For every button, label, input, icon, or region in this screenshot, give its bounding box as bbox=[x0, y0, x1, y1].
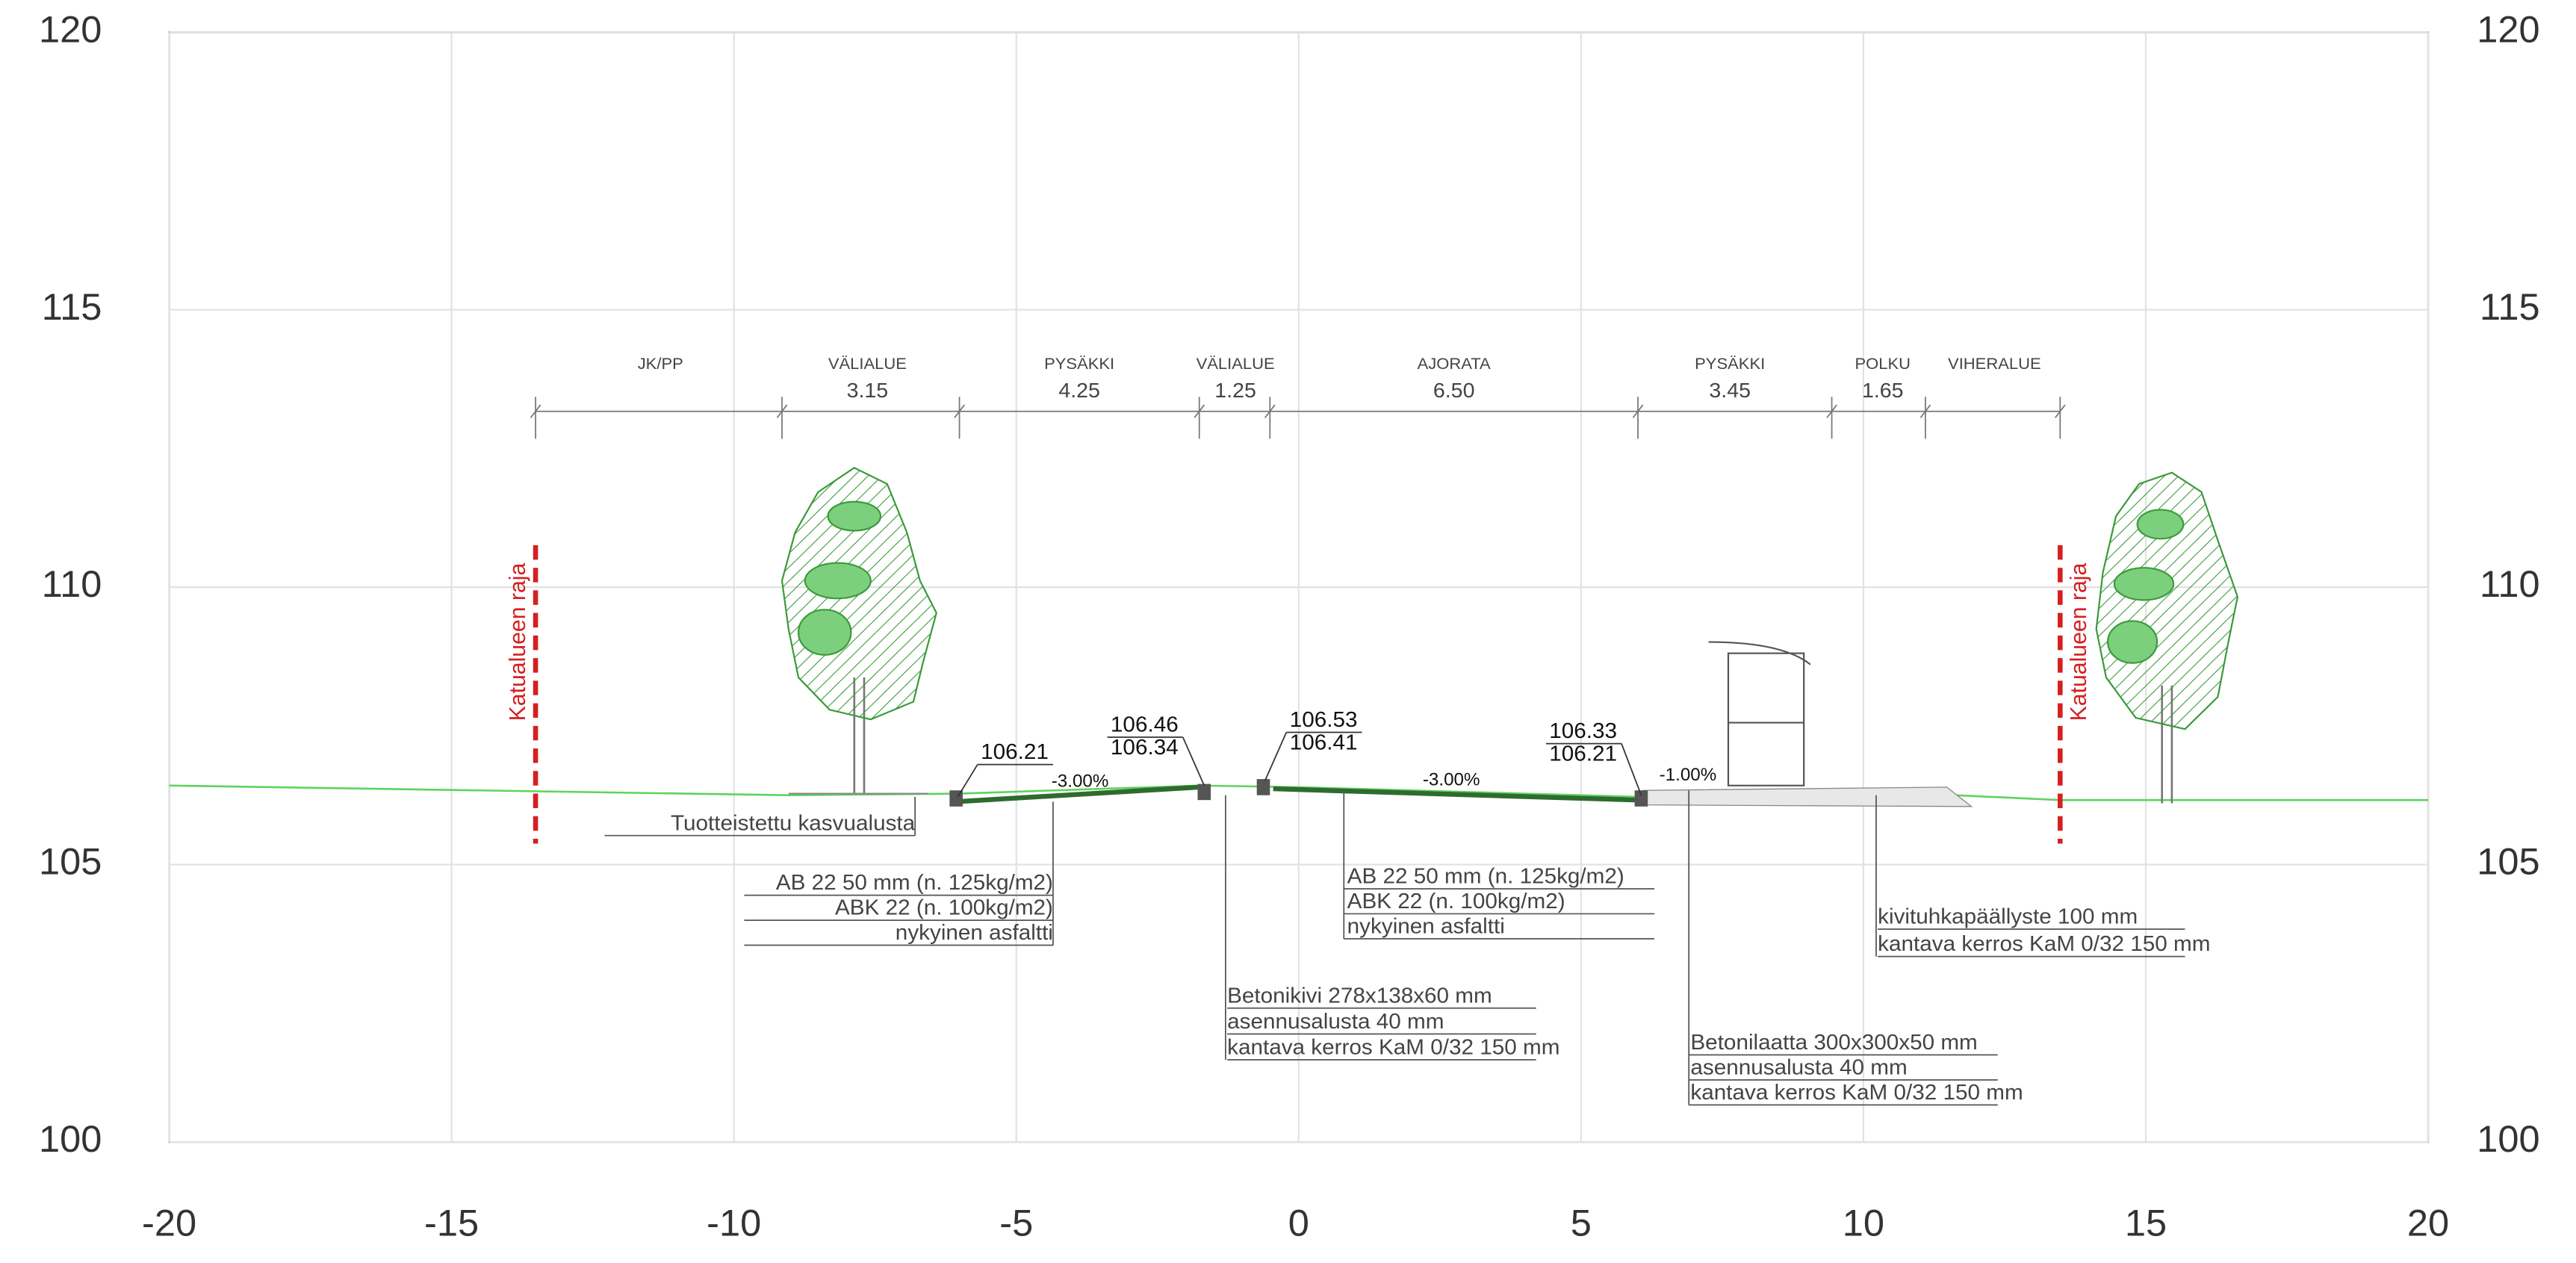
y-tick-label: 105 bbox=[2477, 841, 2539, 882]
x-tick-label: 15 bbox=[2125, 1203, 2167, 1244]
section-name: JK/PP bbox=[638, 354, 683, 373]
slope: -3.00% bbox=[1052, 772, 1109, 792]
dimension-tick bbox=[1264, 404, 1276, 418]
x-tick-label: 5 bbox=[1571, 1203, 1592, 1244]
layer-note: nykyinen asfaltti bbox=[896, 920, 1053, 945]
x-tick-label: -20 bbox=[142, 1203, 196, 1244]
y-tick-label: 120 bbox=[2477, 9, 2539, 50]
y-tick-label: 100 bbox=[39, 1119, 102, 1160]
section-name: VIHERALUE bbox=[1948, 354, 2041, 373]
bus-shelter bbox=[1708, 641, 1811, 786]
slope: -1.00% bbox=[1660, 765, 1717, 785]
road-surface bbox=[1273, 786, 1639, 803]
dimension-tick bbox=[1194, 404, 1205, 418]
tree bbox=[2095, 471, 2239, 804]
section-width: 6.50 bbox=[1433, 379, 1475, 403]
elevation-leader bbox=[957, 764, 978, 798]
x-tick-label: 0 bbox=[1288, 1203, 1309, 1244]
slope: -3.00% bbox=[1423, 770, 1480, 790]
layer-note: ABK 22 (n. 100kg/m2) bbox=[1347, 889, 1565, 913]
y-tick-label: 100 bbox=[2477, 1119, 2539, 1160]
boundary-label: Katualueen raja bbox=[505, 563, 530, 722]
path-surface bbox=[1642, 786, 1973, 807]
boundary-label: Katualueen raja bbox=[2066, 563, 2091, 722]
section-name: AJORATA bbox=[1418, 354, 1492, 373]
dimension-tick bbox=[1826, 404, 1837, 418]
layer-note: asennusalusta 40 mm bbox=[1690, 1055, 1907, 1080]
layer-note: Betonikivi 278x138x60 mm bbox=[1227, 984, 1492, 1008]
dimension-tick bbox=[1632, 404, 1644, 418]
curb bbox=[1197, 783, 1211, 801]
section-width: 4.25 bbox=[1058, 379, 1100, 403]
curb bbox=[1256, 779, 1270, 795]
tree bbox=[780, 467, 937, 795]
section-width: 3.15 bbox=[847, 379, 889, 403]
layer-note: nykyinen asfaltti bbox=[1347, 914, 1505, 939]
layer-note: kantava kerros KaM 0/32 150 mm bbox=[1227, 1035, 1559, 1060]
layer-note: asennusalusta 40 mm bbox=[1227, 1009, 1444, 1034]
x-tick-label: -5 bbox=[999, 1203, 1033, 1244]
x-tick-label: -15 bbox=[424, 1203, 479, 1244]
layer-note: AB 22 50 mm (n. 125kg/m2) bbox=[1347, 864, 1624, 889]
dimension-tick bbox=[776, 404, 788, 418]
section-name: POLKU bbox=[1855, 354, 1911, 373]
elevation: 106.33 bbox=[1549, 719, 1617, 743]
layer-note: kantava kerros KaM 0/32 150 mm bbox=[1878, 931, 2210, 956]
elevation: 106.21 bbox=[981, 739, 1049, 764]
layer-note: kivituhkapäällyste 100 mm bbox=[1878, 904, 2138, 929]
section-name: PYSÄKKI bbox=[1044, 354, 1114, 373]
y-tick-label: 110 bbox=[2480, 564, 2540, 605]
dimension-tick bbox=[2055, 404, 2066, 418]
layer-note: ABK 22 (n. 100kg/m2) bbox=[835, 896, 1053, 920]
section-name: VÄLIALUE bbox=[828, 354, 907, 373]
elevation: 106.21 bbox=[1549, 742, 1617, 766]
annotations: -20 -15 -10 -5 0 5 10 15 20 100 100 105 105 110 110 115… bbox=[39, 9, 2540, 1244]
y-tick-label: 110 bbox=[42, 564, 102, 605]
elevation: 106.34 bbox=[1111, 735, 1179, 760]
section-width: 1.65 bbox=[1862, 379, 1904, 403]
layer-note: AB 22 50 mm (n. 125kg/m2) bbox=[776, 870, 1053, 895]
x-tick-label: 20 bbox=[2407, 1203, 2449, 1244]
layer-note: Betonilaatta 300x300x50 mm bbox=[1690, 1030, 1977, 1055]
elevation: 106.41 bbox=[1290, 730, 1358, 755]
elevation-leader bbox=[1182, 736, 1205, 786]
section-width: 3.45 bbox=[1709, 379, 1751, 403]
y-tick-label: 120 bbox=[39, 9, 102, 50]
dimension-tick bbox=[1919, 404, 1931, 418]
y-tick-label: 115 bbox=[42, 286, 102, 327]
section-name: PYSÄKKI bbox=[1695, 354, 1765, 373]
y-tick-label: 105 bbox=[39, 841, 102, 882]
dimension-tick bbox=[530, 404, 541, 418]
elevation: 106.53 bbox=[1290, 707, 1358, 732]
curb bbox=[1634, 790, 1648, 807]
layer-note: Tuotteistettu kasvualusta bbox=[671, 811, 916, 836]
section-name: VÄLIALUE bbox=[1197, 354, 1275, 373]
x-tick-label: -10 bbox=[707, 1203, 761, 1244]
road-surface bbox=[955, 784, 1199, 804]
elevation-leader bbox=[1621, 743, 1642, 796]
elevation: 106.46 bbox=[1111, 713, 1179, 737]
dimension-tick bbox=[954, 404, 965, 418]
layer-note: kantava kerros KaM 0/32 150 mm bbox=[1690, 1080, 2023, 1105]
x-tick-label: 10 bbox=[1843, 1203, 1884, 1244]
grid bbox=[168, 31, 2430, 1143]
y-tick-label: 115 bbox=[2480, 286, 2540, 327]
elevation-leader bbox=[1264, 732, 1288, 781]
section-width: 1.25 bbox=[1214, 379, 1256, 403]
